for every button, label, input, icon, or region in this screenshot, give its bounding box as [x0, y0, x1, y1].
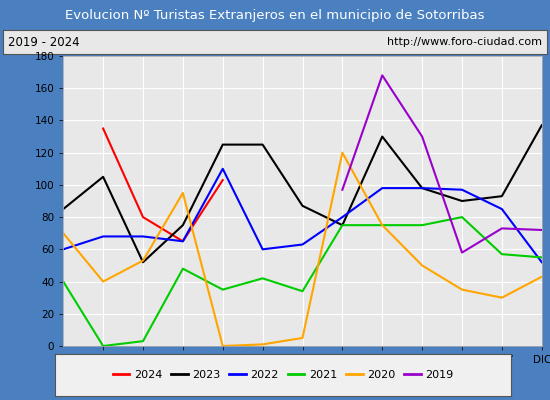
Text: 2019 - 2024: 2019 - 2024 [8, 36, 80, 48]
Text: http://www.foro-ciudad.com: http://www.foro-ciudad.com [387, 37, 542, 47]
Legend: 2024, 2023, 2022, 2021, 2020, 2019: 2024, 2023, 2022, 2021, 2020, 2019 [108, 366, 458, 384]
Text: Evolucion Nº Turistas Extranjeros en el municipio de Sotorribas: Evolucion Nº Turistas Extranjeros en el … [65, 8, 485, 22]
